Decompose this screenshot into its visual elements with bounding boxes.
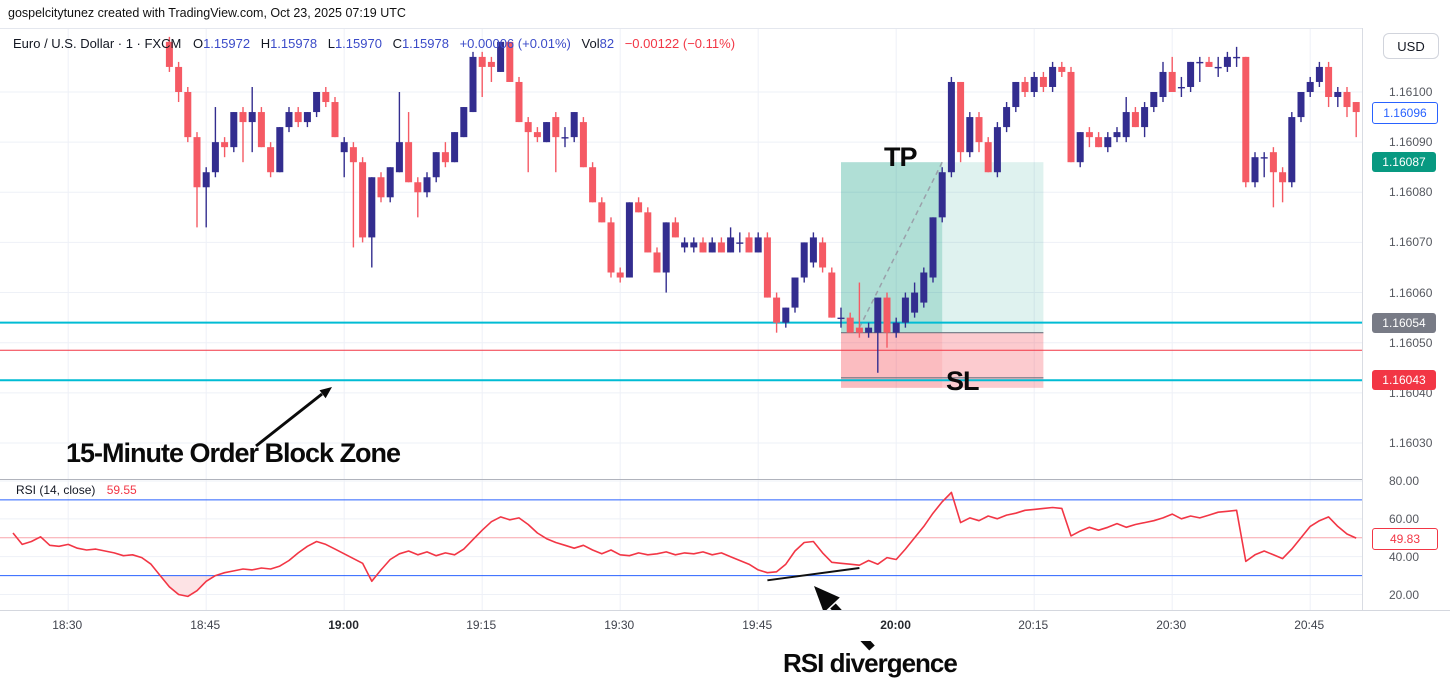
rsi-divergence-trendline[interactable] bbox=[767, 567, 860, 582]
gridlines bbox=[0, 28, 1362, 610]
time-tick: 20:00 bbox=[880, 618, 911, 632]
change-value: +0.00006 (+0.01%) bbox=[459, 36, 571, 51]
rsi-tick: 60.00 bbox=[1389, 511, 1420, 526]
price-tick: 1.16050 bbox=[1389, 335, 1433, 350]
time-tick: 19:00 bbox=[328, 618, 359, 632]
time-tick: 19:15 bbox=[466, 618, 497, 632]
rsi-value-badge: 49.83 bbox=[1372, 528, 1438, 551]
open-label: O bbox=[192, 36, 204, 51]
price-badge-entry[interactable]: 1.16054 bbox=[1372, 312, 1436, 333]
symbol-title: Euro / U.S. Dollar · 1 · FXCM bbox=[13, 36, 182, 51]
price-tick: 1.16090 bbox=[1389, 135, 1433, 150]
horizontal-price-lines[interactable] bbox=[0, 321, 1362, 382]
currency-button[interactable]: USD bbox=[1383, 33, 1439, 59]
order-block-arrow bbox=[255, 387, 332, 448]
tp-annotation: TP bbox=[884, 142, 918, 172]
price-tick: 1.16080 bbox=[1389, 185, 1433, 200]
rsi-tick: 20.00 bbox=[1389, 587, 1420, 602]
close-value: 1.15978 bbox=[401, 36, 449, 51]
high-value: 1.15978 bbox=[270, 36, 318, 51]
rsi-plot bbox=[0, 491, 1362, 598]
price-tick: 1.16100 bbox=[1389, 85, 1433, 99]
time-tick: 18:45 bbox=[190, 618, 221, 632]
candlestick-series bbox=[165, 36, 1360, 373]
price-badge-current[interactable]: 1.16096 bbox=[1372, 102, 1438, 125]
pane-separator[interactable] bbox=[0, 479, 1450, 480]
open-value: 1.15972 bbox=[203, 36, 251, 51]
time-tick: 19:30 bbox=[604, 618, 635, 632]
volume-change: −0.00122 (−0.11%) bbox=[624, 36, 736, 51]
chart-top-border bbox=[0, 28, 1450, 29]
sl-annotation: SL bbox=[946, 366, 980, 396]
rsi-legend: RSI (14, close) 59.55 bbox=[16, 483, 137, 497]
time-tick: 19:45 bbox=[742, 618, 773, 632]
symbol-legend: Euro / U.S. Dollar · 1 · FXCM O1.15972 H… bbox=[13, 36, 735, 51]
low-label: L bbox=[327, 36, 335, 51]
low-value: 1.15970 bbox=[334, 36, 382, 51]
time-tick: 20:45 bbox=[1294, 618, 1325, 632]
price-tick: 1.16030 bbox=[1389, 435, 1433, 450]
time-tick: 20:30 bbox=[1156, 618, 1187, 632]
time-axis[interactable]: 18:30 18:45 19:00 19:15 19:30 19:45 20:00 20:15… bbox=[0, 610, 1450, 641]
volume-label: Vol bbox=[581, 36, 600, 51]
price-badge-stop[interactable]: 1.16043 bbox=[1372, 370, 1436, 391]
price-tick: 1.16070 bbox=[1389, 235, 1433, 250]
order-block-annotation: 15-Minute Order Block Zone bbox=[66, 438, 401, 468]
close-label: C bbox=[392, 36, 402, 51]
rsi-tick: 80.00 bbox=[1389, 474, 1420, 488]
price-axis[interactable]: USD 1.16100 1.16090 1.16080 1.16070 1.16060 1… bbox=[1362, 28, 1450, 610]
time-tick: 20:15 bbox=[1018, 618, 1049, 632]
rsi-divergence-annotation: RSI divergence bbox=[783, 648, 958, 678]
price-badge-tp[interactable]: 1.16087 bbox=[1372, 152, 1436, 173]
rsi-value: 59.55 bbox=[106, 483, 137, 497]
time-tick: 18:30 bbox=[52, 618, 83, 632]
rsi-tick: 40.00 bbox=[1389, 549, 1420, 564]
high-label: H bbox=[260, 36, 271, 51]
attribution-text: gospelcitytunez created with TradingView… bbox=[8, 6, 406, 20]
volume-value: 82 bbox=[599, 36, 615, 51]
rsi-title: RSI (14, close) bbox=[16, 483, 96, 497]
price-tick: 1.16060 bbox=[1389, 285, 1433, 300]
